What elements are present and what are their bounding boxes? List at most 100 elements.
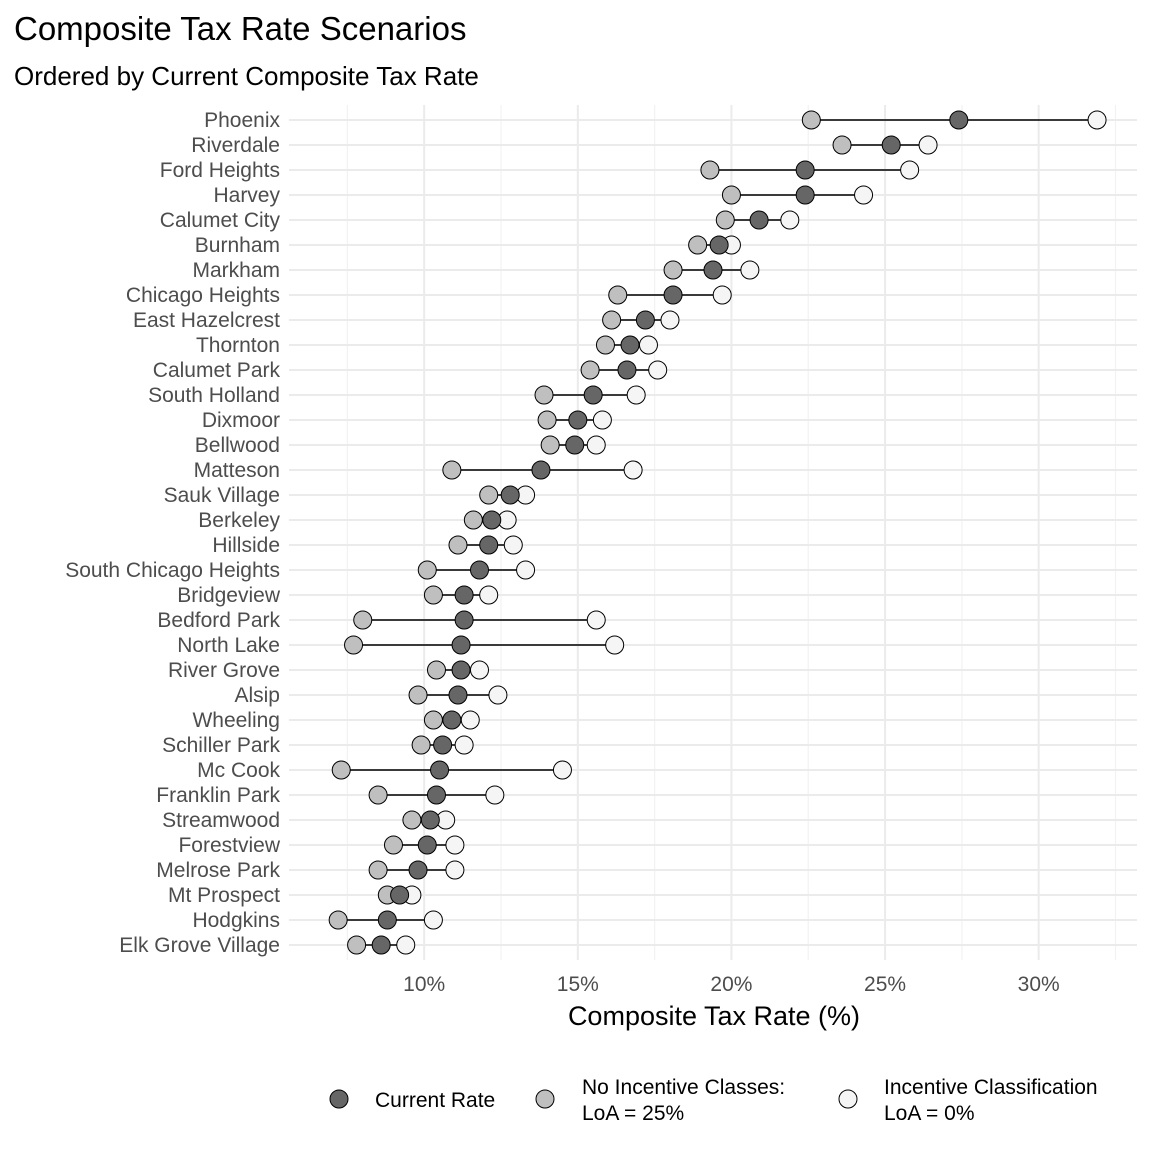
- point-incentive: [454, 735, 474, 755]
- point-incentive: [586, 435, 606, 455]
- legend-label: Incentive Classification: [884, 1076, 1098, 1099]
- point-no-incentive: [534, 385, 554, 405]
- point-current: [881, 135, 901, 155]
- point-current: [442, 710, 462, 730]
- point-current: [583, 385, 603, 405]
- y-tick-label: River Grove: [168, 659, 280, 682]
- y-tick-label: Hodgkins: [192, 909, 280, 932]
- point-current: [451, 660, 471, 680]
- point-current: [500, 485, 520, 505]
- y-tick-label: Phoenix: [204, 109, 280, 132]
- point-incentive: [503, 535, 523, 555]
- point-current: [408, 860, 428, 880]
- point-incentive: [396, 935, 416, 955]
- point-current: [433, 735, 453, 755]
- y-tick-label: Calumet Park: [153, 359, 281, 382]
- point-current: [749, 210, 769, 230]
- point-current: [430, 760, 450, 780]
- point-no-incentive: [688, 235, 708, 255]
- point-incentive: [740, 260, 760, 280]
- point-incentive: [469, 660, 489, 680]
- point-incentive: [605, 635, 625, 655]
- point-current: [795, 185, 815, 205]
- point-current: [390, 885, 410, 905]
- point-no-incentive: [602, 310, 622, 330]
- point-current: [377, 910, 397, 930]
- y-tick-label: Ford Heights: [160, 159, 280, 182]
- point-incentive: [445, 835, 465, 855]
- legend-label: Current Rate: [375, 1089, 495, 1112]
- point-incentive: [900, 160, 920, 180]
- point-current: [482, 510, 502, 530]
- point-current: [568, 410, 588, 430]
- y-tick-label: North Lake: [177, 634, 280, 657]
- point-incentive: [592, 410, 612, 430]
- point-incentive: [445, 860, 465, 880]
- grid-layer: [289, 105, 1137, 960]
- point-current: [949, 110, 969, 130]
- point-current: [469, 560, 489, 580]
- legend-key-no-incentive: [535, 1089, 555, 1109]
- x-tick-label: 25%: [864, 973, 906, 996]
- point-no-incentive: [423, 585, 443, 605]
- point-no-incentive: [540, 435, 560, 455]
- point-current: [531, 460, 551, 480]
- point-incentive: [638, 335, 658, 355]
- point-incentive: [854, 185, 874, 205]
- point-no-incentive: [328, 910, 348, 930]
- y-tick-label: Thornton: [196, 334, 280, 357]
- y-tick-label: Berkeley: [198, 509, 280, 532]
- legend-label: No Incentive Classes:: [582, 1076, 785, 1099]
- legend-label: LoA = 25%: [582, 1102, 684, 1125]
- point-no-incentive: [479, 485, 499, 505]
- point-current: [663, 285, 683, 305]
- point-no-incentive: [426, 660, 446, 680]
- y-tick-label: Riverdale: [191, 134, 280, 157]
- point-current: [620, 335, 640, 355]
- y-tick-label: Streamwood: [162, 809, 280, 832]
- point-incentive: [460, 710, 480, 730]
- point-incentive: [423, 910, 443, 930]
- point-incentive: [918, 135, 938, 155]
- point-no-incentive: [700, 160, 720, 180]
- y-tick-label: Forestview: [178, 834, 280, 857]
- point-no-incentive: [721, 185, 741, 205]
- y-tick-label: Melrose Park: [156, 859, 280, 882]
- point-no-incentive: [353, 610, 373, 630]
- point-no-incentive: [442, 460, 462, 480]
- legend: Current Rate No Incentive Classes: LoA = 2…: [329, 1076, 1098, 1125]
- point-no-incentive: [344, 635, 364, 655]
- y-tick-label: Schiller Park: [162, 734, 280, 757]
- point-incentive: [1087, 110, 1107, 130]
- x-tick-label: 30%: [1018, 973, 1060, 996]
- y-tick-label: South Chicago Heights: [65, 559, 280, 582]
- y-tick-label: Chicago Heights: [126, 284, 280, 307]
- y-tick-label: Bellwood: [195, 434, 280, 457]
- point-no-incentive: [423, 710, 443, 730]
- point-incentive: [479, 585, 499, 605]
- y-tick-label: Harvey: [213, 184, 280, 207]
- point-no-incentive: [368, 860, 388, 880]
- legend-key-current: [329, 1089, 349, 1109]
- y-tick-label: Franklin Park: [156, 784, 280, 807]
- y-tick-label: Dixmoor: [202, 409, 280, 432]
- point-no-incentive: [402, 810, 422, 830]
- chart-title: Composite Tax Rate Scenarios: [14, 10, 466, 47]
- point-incentive: [586, 610, 606, 630]
- y-tick-label: Calumet City: [160, 209, 281, 232]
- y-tick-label: Mc Cook: [197, 759, 280, 782]
- point-no-incentive: [417, 560, 437, 580]
- y-tick-label: Bridgeview: [177, 584, 281, 607]
- point-no-incentive: [347, 935, 367, 955]
- point-current: [703, 260, 723, 280]
- point-no-incentive: [663, 260, 683, 280]
- point-current: [417, 835, 437, 855]
- x-axis-title: Composite Tax Rate (%): [568, 1001, 860, 1031]
- point-no-incentive: [463, 510, 483, 530]
- point-current: [426, 785, 446, 805]
- y-tick-label: Mt Prospect: [168, 884, 280, 907]
- point-incentive: [712, 285, 732, 305]
- x-tick-label: 20%: [710, 973, 752, 996]
- point-no-incentive: [715, 210, 735, 230]
